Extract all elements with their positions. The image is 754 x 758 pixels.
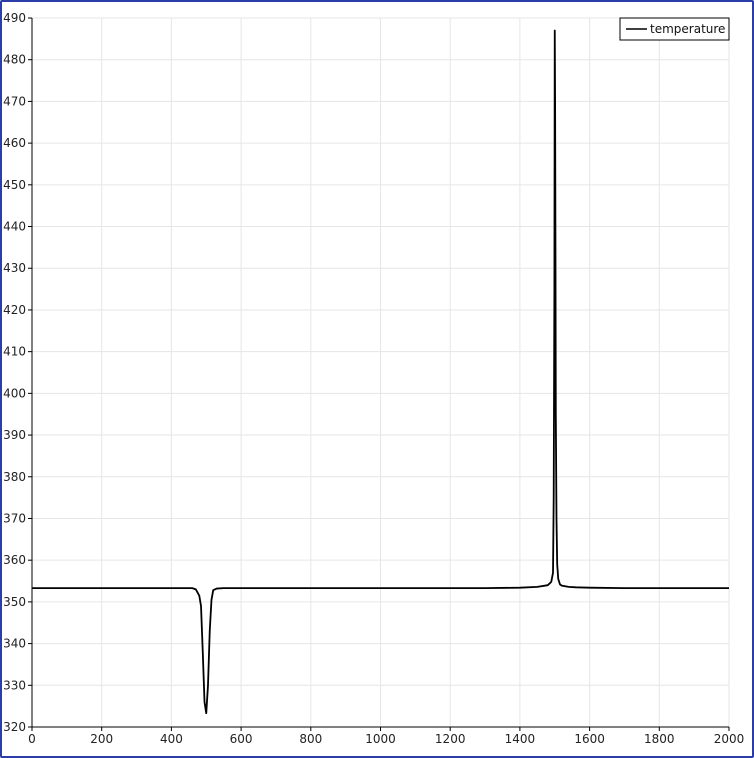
- legend-label-temperature: temperature: [650, 22, 725, 36]
- x-tick-label: 200: [90, 732, 113, 746]
- y-tick-label: 350: [3, 595, 26, 609]
- x-tick-label: 1800: [644, 732, 675, 746]
- x-tick-label: 1000: [365, 732, 396, 746]
- y-tick-label: 360: [3, 553, 26, 567]
- y-tick-label: 460: [3, 136, 26, 150]
- y-tick-label: 420: [3, 303, 26, 317]
- y-tick-label: 330: [3, 678, 26, 692]
- y-tick-label: 440: [3, 220, 26, 234]
- y-tick-label: 400: [3, 386, 26, 400]
- legend-box: [619, 17, 730, 41]
- y-tick-label: 410: [3, 345, 26, 359]
- grid: [31, 17, 730, 728]
- y-tick-label: 320: [3, 720, 26, 734]
- x-axis-ticks: 0 200 400 600 800 1000 1200 1400 1600 1800 2000: [28, 727, 744, 746]
- legend: temperature: [619, 17, 730, 41]
- y-tick-label: 380: [3, 470, 26, 484]
- y-tick-label: 490: [3, 11, 26, 25]
- x-tick-label: 600: [230, 732, 253, 746]
- x-tick-label: 1200: [435, 732, 466, 746]
- x-tick-label: 1600: [574, 732, 605, 746]
- x-tick-label: 800: [299, 732, 322, 746]
- x-tick-label: 1400: [505, 732, 536, 746]
- y-tick-label: 480: [3, 53, 26, 67]
- y-tick-label: 470: [3, 94, 26, 108]
- series-line-temperature: [32, 29, 729, 715]
- y-tick-label: 370: [3, 511, 26, 525]
- y-tick-label: 430: [3, 261, 26, 275]
- y-tick-label: 450: [3, 178, 26, 192]
- plot-area: [32, 29, 729, 715]
- x-tick-label: 0: [28, 732, 36, 746]
- x-tick-label: 400: [160, 732, 183, 746]
- x-tick-label: 2000: [714, 732, 745, 746]
- y-tick-label: 390: [3, 428, 26, 442]
- y-tick-label: 340: [3, 637, 26, 651]
- y-axis-ticks: 320 330 340 350 360 370 380 390 400 410 420 430 440 4…: [3, 11, 32, 734]
